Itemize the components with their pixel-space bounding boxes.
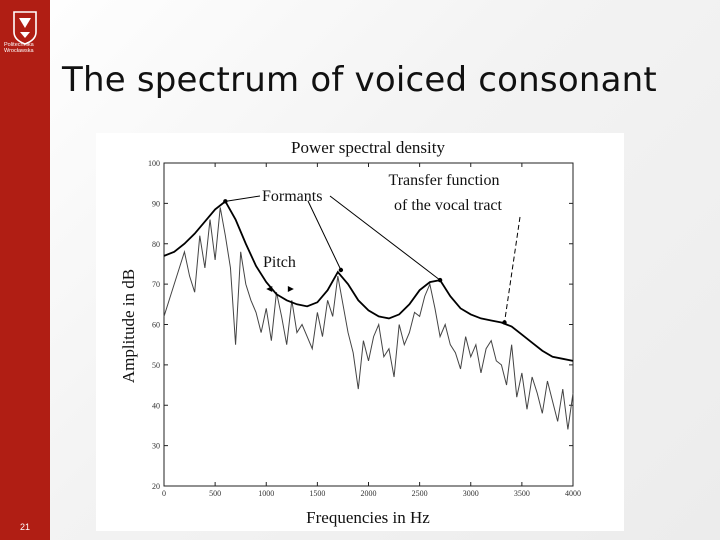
chart-title: Power spectral density (291, 138, 445, 157)
x-tick-label: 500 (209, 489, 221, 498)
x-tick-label: 3000 (463, 489, 479, 498)
y-tick-label: 80 (152, 240, 160, 249)
logo-text-line-2: Wrocławska (4, 48, 34, 54)
transfer-function-label-line-1: Transfer function (389, 172, 500, 189)
x-tick-label: 3500 (514, 489, 530, 498)
x-axis-label: Frequencies in Hz (306, 508, 430, 527)
x-tick-label: 1000 (258, 489, 274, 498)
pitch-arrow-right (287, 285, 294, 292)
logo-text: Politechnika Wrocławska (4, 42, 48, 54)
pitch-label: Pitch (263, 254, 296, 271)
y-tick-label: 50 (152, 361, 160, 370)
page-number: 21 (19, 522, 30, 532)
plot-frame (163, 162, 574, 487)
y-tick-label: 70 (152, 280, 160, 289)
logo-text-line-1: Politechnika (4, 42, 34, 48)
x-tick-label: 4000 (565, 489, 581, 498)
psd-chart: Power spectral density Amplitude in dB F… (119, 138, 581, 527)
y-tick-label: 60 (152, 321, 160, 330)
y-tick-label: 30 (152, 442, 160, 451)
university-logo (13, 11, 37, 45)
pitch-arrow-left (266, 285, 273, 292)
x-tick-label: 1500 (309, 489, 325, 498)
formants-label: Formants (262, 188, 322, 205)
transfer-function-leader-line (503, 216, 521, 323)
formant-leader-line (225, 195, 261, 202)
sidebar: Politechnika Wrocławska 21 (0, 0, 50, 540)
psd-series-line (163, 207, 574, 430)
x-tick-label: 2500 (412, 489, 428, 498)
formant-leader-line (329, 195, 441, 281)
x-tick-label: 2000 (361, 489, 377, 498)
y-tick-label: 40 (152, 401, 160, 410)
formant-leader-line (307, 200, 342, 271)
y-tick-label: 90 (152, 199, 160, 208)
y-tick-label: 100 (148, 159, 160, 168)
transfer-function-label-line-2: of the vocal tract (394, 197, 503, 214)
slide-title: The spectrum of voiced consonant (62, 60, 657, 100)
y-tick-label: 20 (152, 482, 160, 491)
formant-point (338, 267, 344, 273)
formant-point (502, 320, 507, 325)
y-axis-label: Amplitude in dB (119, 269, 138, 383)
chart-container: Power spectral density Amplitude in dB F… (96, 133, 624, 531)
x-tick-label: 0 (162, 489, 166, 498)
